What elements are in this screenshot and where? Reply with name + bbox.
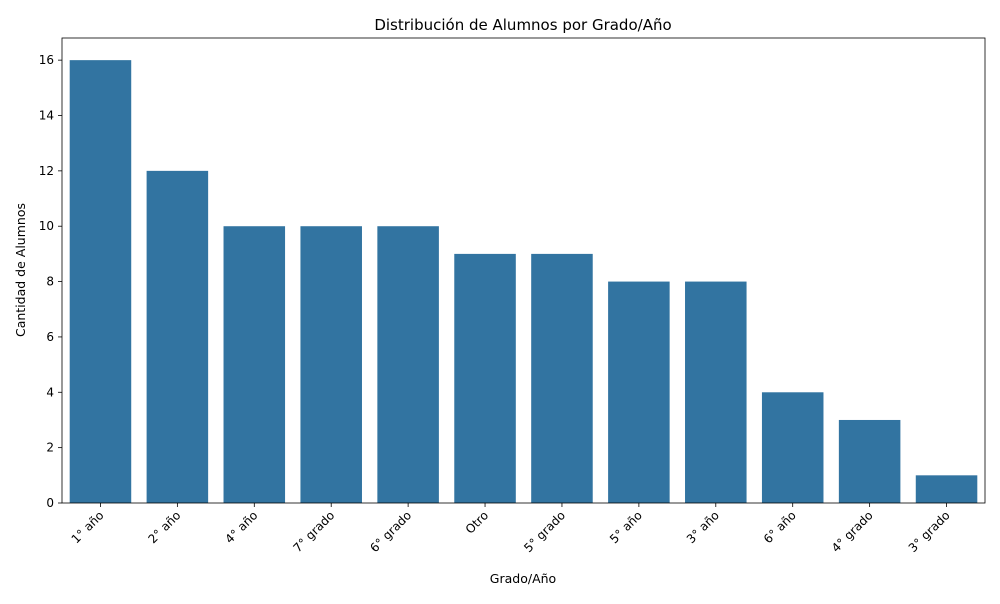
bar	[838, 419, 901, 503]
x-tick-label: 3° año	[684, 508, 722, 546]
bars-layer	[69, 60, 978, 504]
x-tick-label: 5° grado	[521, 508, 568, 555]
bar	[608, 281, 670, 503]
x-tick-label: 1° año	[69, 508, 107, 546]
y-tick-label: 6	[46, 330, 54, 344]
y-axis: 0 2 4 6 8 10 12 14 16	[39, 53, 62, 510]
bar	[69, 60, 132, 504]
x-tick-label: 6° año	[761, 508, 799, 546]
x-axis-label: Grado/Año	[490, 571, 556, 586]
x-tick-label: 6° grado	[367, 508, 414, 555]
bar	[685, 281, 747, 503]
y-tick-label: 14	[39, 109, 54, 123]
bar	[223, 226, 286, 503]
bar	[300, 226, 362, 503]
y-tick-label: 16	[39, 53, 54, 67]
chart-title: Distribución de Alumnos por Grado/Año	[374, 16, 671, 34]
bar	[915, 475, 978, 503]
bar	[761, 392, 824, 503]
plot-frame	[61, 37, 986, 504]
bar	[377, 226, 439, 503]
y-tick-label: 4	[46, 385, 54, 399]
x-tick-label: 3° grado	[906, 508, 953, 555]
x-tick-label: 2° año	[145, 508, 183, 546]
x-tick-label: Otro	[463, 508, 491, 536]
bar	[454, 253, 516, 503]
x-tick-label: 5° año	[607, 508, 645, 546]
x-tick-label: 4° grado	[829, 508, 876, 555]
y-tick-label: 0	[46, 496, 54, 510]
x-tick-label: 7° grado	[290, 508, 337, 555]
bar	[146, 170, 209, 503]
x-axis: 1° año 2° año 4° año 7° grado 6° grado Otro 5°…	[69, 503, 953, 555]
y-tick-label: 2	[46, 441, 54, 455]
y-axis-label: Cantidad de Alumnos	[13, 203, 28, 337]
y-tick-label: 8	[46, 275, 54, 289]
y-tick-label: 12	[39, 164, 54, 178]
bar	[531, 253, 593, 503]
y-tick-label: 10	[39, 219, 54, 233]
x-tick-label: 4° año	[222, 508, 260, 546]
